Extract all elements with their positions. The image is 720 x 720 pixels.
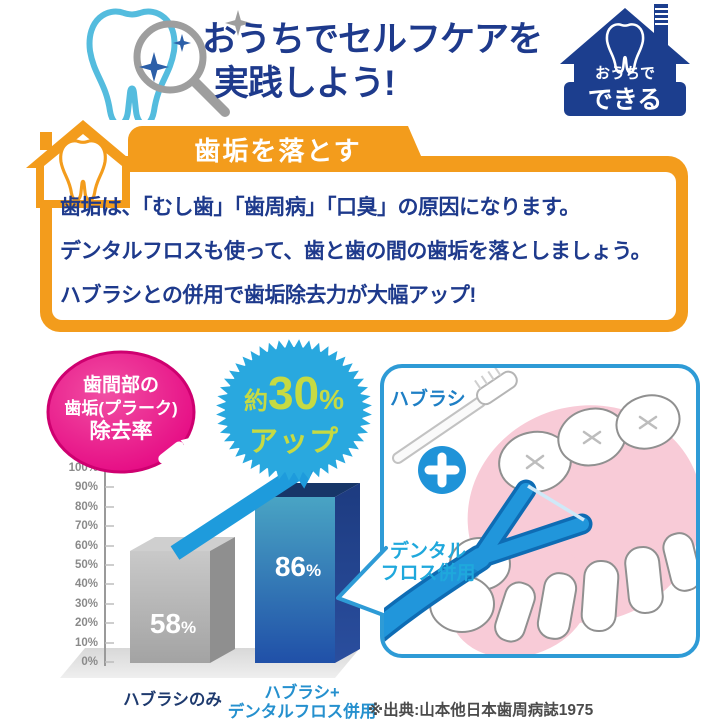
bar-toothbrush-only	[130, 537, 235, 663]
badge-bottom-text: できる	[588, 86, 663, 114]
marker-pen-icon	[158, 437, 191, 464]
plus-icon	[418, 446, 466, 494]
bar-toothbrush-plus-floss	[255, 483, 360, 663]
y-tick: 30%	[74, 598, 98, 610]
category-label-2: ハブラシ+ デンタルフロス併用	[227, 684, 377, 720]
plaque-section-tab: 歯垢を落とす	[128, 126, 428, 172]
y-tick: 90%	[74, 481, 98, 493]
page-title-line2: 実践しよう!	[214, 64, 396, 103]
bar-chart	[60, 458, 360, 678]
badge-top-text: おうちで	[595, 65, 655, 82]
y-tick: 60%	[74, 540, 98, 552]
bar-value-2: 86%	[274, 551, 322, 582]
house-tooth-toothbrush-icon: おうちで できる	[560, 4, 690, 116]
burst-badge	[216, 339, 372, 481]
tab-label: 歯垢を落とす	[194, 135, 362, 166]
bubble-tail	[336, 546, 388, 618]
stat-badge-circle	[46, 350, 196, 474]
y-tick: 40%	[74, 578, 98, 590]
tooth-magnifier-icon	[70, 5, 251, 120]
floss-illustration-panel	[336, 364, 700, 658]
toothbrush-label: ハブラシ	[390, 389, 466, 410]
body-line-1: 歯垢は、「むし歯」「歯周病」「口臭」の原因になります。	[60, 196, 580, 219]
y-tick: 70%	[74, 520, 98, 532]
y-tick: 50%	[74, 559, 98, 571]
y-tick: 20%	[74, 617, 98, 629]
increase-arrow-icon	[170, 458, 320, 560]
page-title-line1: おうちでセルフケアを	[202, 20, 543, 59]
floss-pick-illustration	[384, 479, 593, 654]
plaque-body-text: 歯垢は、「むし歯」「歯周病」「口臭」の原因になります。 デンタルフロスも使って、…	[60, 186, 652, 318]
y-axis-ticks	[105, 467, 114, 663]
burst-text: 約30% アップ	[243, 367, 345, 458]
plaque-section-inner	[52, 172, 676, 320]
y-tick: 80%	[74, 501, 98, 513]
y-tick: 10%	[74, 637, 98, 649]
upper-teeth	[498, 394, 681, 494]
bar-value-1: 58%	[149, 608, 197, 639]
floss-label: デンタル フロス併用	[380, 541, 476, 584]
toothbrush-illustration	[392, 368, 518, 464]
category-label-1: ハブラシのみ	[123, 691, 222, 709]
body-line-2: デンタルフロスも使って、歯と歯の間の歯垢を落としましょう。	[60, 240, 652, 263]
stat-badge-text: 歯間部の 歯垢(プラーク) 除去率	[64, 375, 178, 443]
source-note: ※出典:山本他日本歯周病誌1975	[368, 702, 594, 719]
body-line-3: ハブラシとの併用で歯垢除去力が大幅アップ!	[60, 284, 476, 307]
y-tick: 0%	[81, 656, 98, 668]
tooth-grooves	[525, 415, 658, 470]
house-tooth-icon	[26, 120, 140, 208]
